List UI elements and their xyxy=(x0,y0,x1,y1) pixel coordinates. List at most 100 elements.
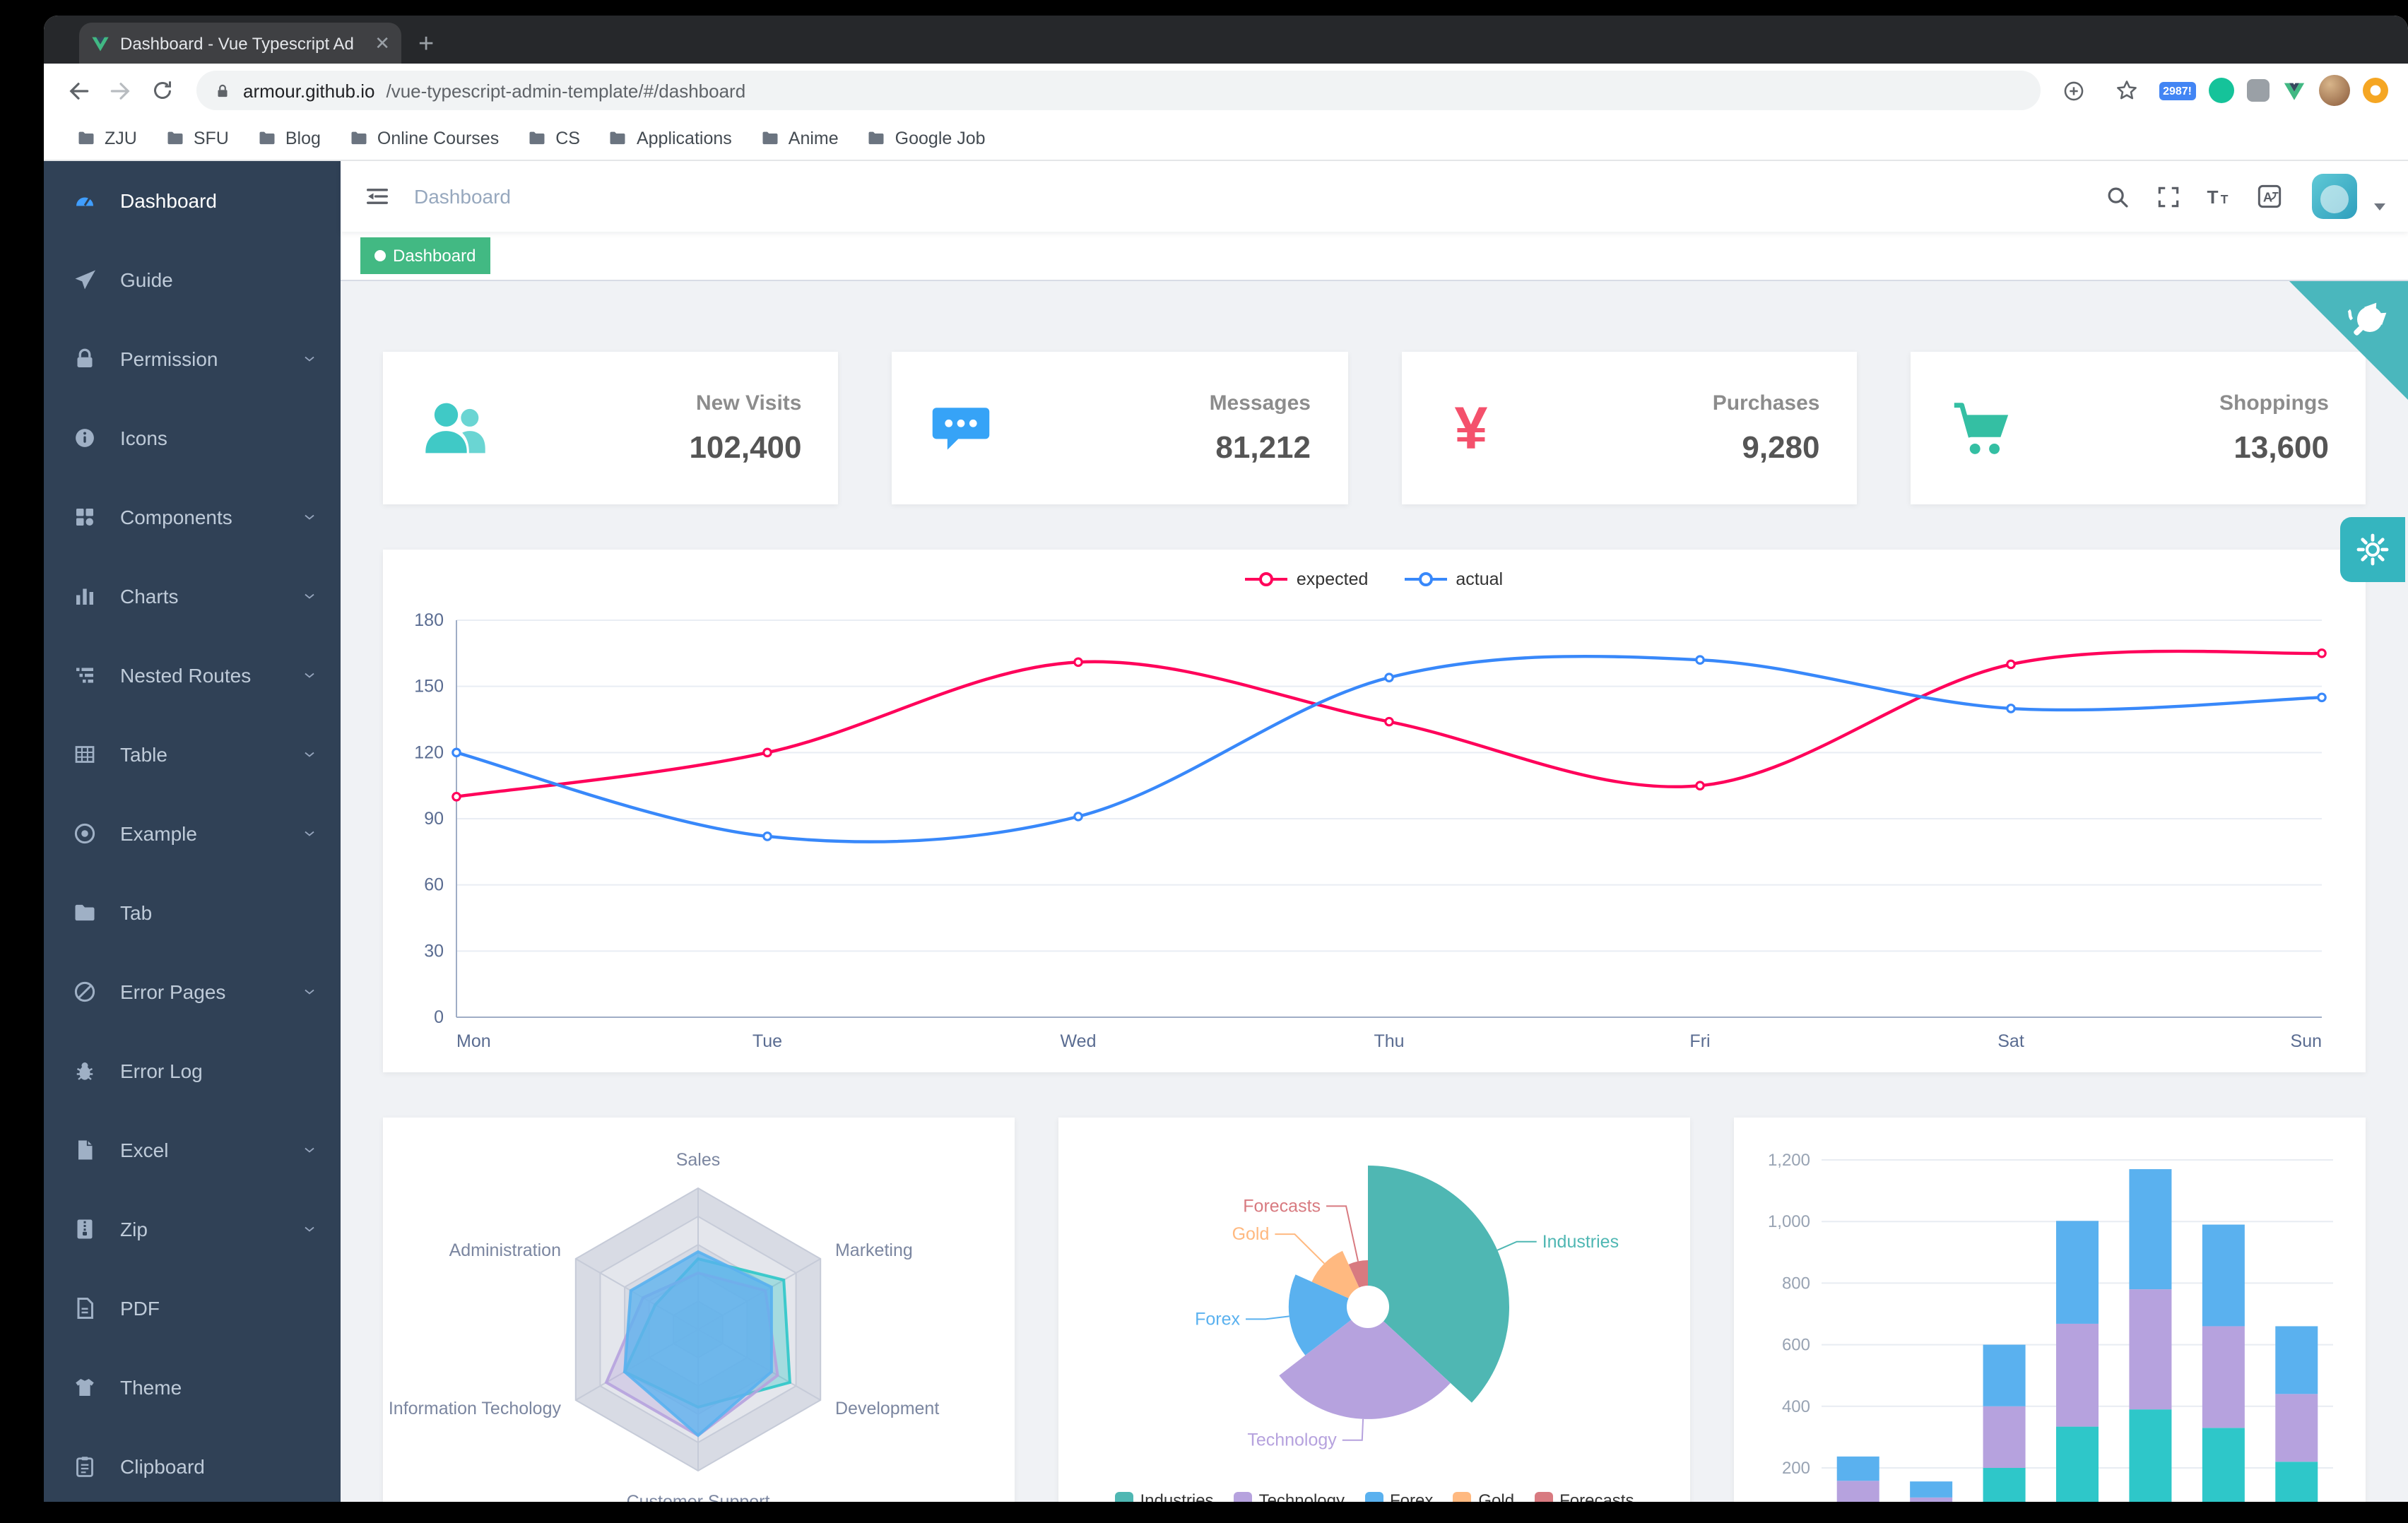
caret-down-icon[interactable] xyxy=(2374,203,2385,210)
bookmark-label: Anime xyxy=(788,129,839,148)
legend-label: Forex xyxy=(1390,1491,1434,1502)
sidebar-item-label: Excel xyxy=(120,1139,169,1161)
dashboard-icon xyxy=(72,188,98,213)
tag-label: Dashboard xyxy=(393,246,476,266)
zoom-plus-icon[interactable] xyxy=(2054,71,2094,110)
sidebar-item-theme[interactable]: Theme xyxy=(44,1348,341,1427)
bookmark-zju[interactable]: ZJU xyxy=(64,124,150,153)
legend-swatch xyxy=(1233,1491,1252,1502)
folder-icon xyxy=(165,129,185,148)
theme-icon xyxy=(72,1375,98,1400)
fullscreen-icon[interactable] xyxy=(2151,179,2185,213)
pie-legend-item-industries[interactable]: Industries xyxy=(1114,1491,1214,1502)
sidebar-item-example[interactable]: Example xyxy=(44,794,341,873)
pie-legend-item-forex[interactable]: Forex xyxy=(1364,1491,1433,1502)
profile-avatar[interactable] xyxy=(2319,75,2350,106)
svg-text:Forecasts: Forecasts xyxy=(1243,1196,1321,1216)
bookmark-online-courses[interactable]: Online Courses xyxy=(336,124,512,153)
browser-tab[interactable]: Dashboard - Vue Typescript Ad ✕ xyxy=(79,23,401,64)
sidebar-item-tab[interactable]: Tab xyxy=(44,873,341,952)
settings-button[interactable] xyxy=(2340,517,2405,582)
new-tab-button[interactable]: + xyxy=(418,30,435,59)
forward-button[interactable] xyxy=(100,71,140,110)
toolbar-right-icons: 2987! xyxy=(2054,71,2394,110)
reload-button[interactable] xyxy=(143,71,182,110)
stat-card-new-visits[interactable]: New Visits 102,400 xyxy=(383,352,839,504)
bookmark-cs[interactable]: CS xyxy=(514,124,593,153)
bookmark-sfu[interactable]: SFU xyxy=(153,124,242,153)
sidebar-item-excel[interactable]: Excel xyxy=(44,1110,341,1190)
svg-text:Information Techology: Information Techology xyxy=(389,1399,562,1418)
vue-favicon-icon xyxy=(90,33,110,53)
radar-chart: Sales Marketing Development Customer Suppor… xyxy=(389,1150,939,1502)
sidebar-menu: Dashboard Guide Permission Icons Components C… xyxy=(44,161,341,1502)
bookmark-anime[interactable]: Anime xyxy=(748,124,851,153)
message-icon xyxy=(929,396,994,461)
legend-item-actual[interactable]: actual xyxy=(1405,569,1503,589)
gray-extension-icon[interactable] xyxy=(2247,79,2270,102)
sidebar-item-error-log[interactable]: Error Log xyxy=(44,1031,341,1110)
chevron-down-icon xyxy=(301,350,318,367)
bookmark-label: SFU xyxy=(193,129,229,148)
sidebar-item-nested-routes[interactable]: Nested Routes xyxy=(44,636,341,715)
stat-card-purchases[interactable]: ¥ Purchases 9,280 xyxy=(1401,352,1857,504)
sidebar-item-permission[interactable]: Permission xyxy=(44,319,341,398)
sidebar-item-charts[interactable]: Charts xyxy=(44,557,341,636)
pie-legend-item-technology[interactable]: Technology xyxy=(1233,1491,1345,1502)
user-avatar[interactable] xyxy=(2312,174,2357,219)
stats-panel-group: New Visits 102,400 Messages 81,212 ¥ Purchase… xyxy=(383,352,2366,504)
money-icon: ¥ xyxy=(1438,396,1503,461)
browser-toolbar: armour.github.io/vue-typescript-admin-te… xyxy=(44,64,2408,117)
legend-label: Technology xyxy=(1258,1491,1345,1502)
search-icon[interactable] xyxy=(2100,179,2134,213)
shopping-icon xyxy=(1947,395,2014,461)
sidebar-item-icons[interactable]: Icons xyxy=(44,398,341,478)
sidebar-item-label: Zip xyxy=(120,1218,148,1240)
pie-legend-item-gold[interactable]: Gold xyxy=(1453,1491,1514,1502)
bookmark-blog[interactable]: Blog xyxy=(244,124,334,153)
sidebar-item-label: Guide xyxy=(120,268,173,291)
sidebar-item-dashboard[interactable]: Dashboard xyxy=(44,161,341,240)
sidebar-item-table[interactable]: Table xyxy=(44,715,341,794)
back-button[interactable] xyxy=(58,71,98,110)
svg-text:Sales: Sales xyxy=(676,1150,721,1170)
address-bar[interactable]: armour.github.io/vue-typescript-admin-te… xyxy=(196,71,2041,110)
extension-badge[interactable]: 2987! xyxy=(2159,81,2196,100)
stat-card-messages[interactable]: Messages 81,212 xyxy=(892,352,1347,504)
sidebar-item-label: Clipboard xyxy=(120,1455,205,1478)
bookmark-star-icon[interactable] xyxy=(2106,71,2146,110)
tab-close-icon[interactable]: ✕ xyxy=(374,32,390,53)
stat-label: New Visits xyxy=(695,391,802,415)
legend-swatch xyxy=(1114,1491,1133,1502)
bookmark-google-job[interactable]: Google Job xyxy=(854,124,998,153)
stat-card-shoppings[interactable]: Shoppings 13,600 xyxy=(1910,352,2366,504)
sidebar-item-label: Theme xyxy=(120,1376,182,1399)
tab-strip: Dashboard - Vue Typescript Ad ✕ + xyxy=(44,16,2408,64)
chevron-down-icon xyxy=(301,667,318,684)
sidebar-item-error-pages[interactable]: Error Pages xyxy=(44,952,341,1031)
grammarly-extension-icon[interactable] xyxy=(2209,78,2234,103)
language-icon[interactable]: A xyxy=(2253,179,2286,213)
pie-legend-item-forecasts[interactable]: Forecasts xyxy=(1534,1491,1634,1502)
guide-icon xyxy=(72,267,98,292)
bookmark-applications[interactable]: Applications xyxy=(596,124,745,153)
svg-text:600: 600 xyxy=(1782,1336,1810,1355)
update-indicator-icon[interactable] xyxy=(2363,78,2388,103)
vue-devtools-icon[interactable] xyxy=(2282,78,2306,102)
sidebar-item-components[interactable]: Components xyxy=(44,478,341,557)
github-corner[interactable] xyxy=(2289,281,2408,400)
sidebar-item-zip[interactable]: Zip xyxy=(44,1190,341,1269)
legend-item-expected[interactable]: expected xyxy=(1245,569,1368,589)
chevron-down-icon xyxy=(301,746,318,763)
sidebar-item-guide[interactable]: Guide xyxy=(44,240,341,319)
stat-text: Purchases 9,280 xyxy=(1713,391,1820,466)
sidebar-item-clipboard[interactable]: Clipboard xyxy=(44,1427,341,1502)
hamburger-icon[interactable] xyxy=(363,182,391,211)
sidebar-item-label: Error Log xyxy=(120,1060,203,1082)
tag-dashboard[interactable]: Dashboard xyxy=(360,237,490,274)
sidebar-item-pdf[interactable]: PDF xyxy=(44,1269,341,1348)
svg-text:120: 120 xyxy=(414,742,444,762)
folder-icon xyxy=(760,129,780,148)
